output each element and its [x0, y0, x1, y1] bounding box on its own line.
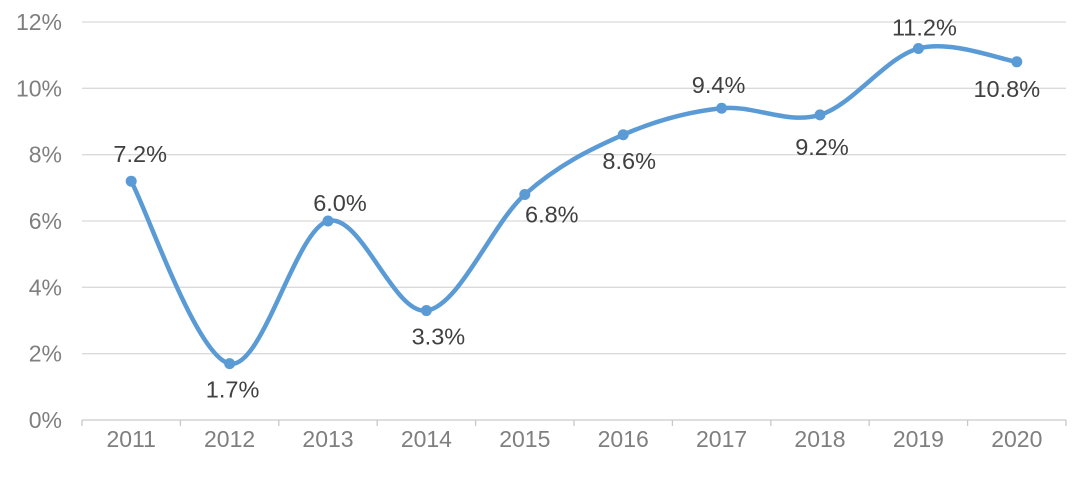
data-point-label: 6.8%	[525, 201, 579, 227]
data-point-label: 8.6%	[602, 148, 656, 174]
x-axis-tick-label: 2015	[499, 426, 550, 452]
x-axis-tick-label: 2019	[893, 426, 944, 452]
data-point-marker	[617, 129, 629, 141]
data-point-label: 3.3%	[412, 324, 466, 350]
x-axis-tick-label: 2016	[598, 426, 649, 452]
data-point-label: 10.8%	[973, 76, 1040, 102]
data-point-marker	[224, 358, 236, 370]
data-point-marker	[420, 305, 432, 317]
data-point-marker	[322, 215, 334, 227]
data-point-marker	[125, 175, 137, 187]
x-axis-tick-label: 2017	[696, 426, 747, 452]
y-axis-tick-label: 10%	[16, 75, 62, 101]
y-axis-tick-label: 2%	[29, 341, 62, 367]
data-point-label: 6.0%	[313, 190, 367, 216]
x-axis-tick-label: 2012	[204, 426, 255, 452]
data-point-label: 9.4%	[692, 72, 746, 98]
y-axis-tick-label: 8%	[29, 142, 62, 168]
data-point-marker	[1011, 56, 1023, 68]
y-axis-tick-label: 0%	[29, 407, 62, 433]
data-point-marker	[912, 43, 924, 55]
data-point-label: 9.2%	[795, 134, 849, 160]
x-axis-tick-label: 2014	[401, 426, 452, 452]
data-point-label: 1.7%	[206, 377, 260, 403]
x-axis-tick-label: 2011	[106, 426, 155, 452]
x-axis-tick-label: 2013	[302, 426, 353, 452]
y-axis-tick-label: 12%	[16, 9, 62, 35]
y-axis-tick-label: 6%	[29, 208, 62, 234]
y-axis-tick-label: 4%	[29, 274, 62, 300]
x-axis-tick-label: 2018	[794, 426, 845, 452]
data-point-marker	[716, 102, 728, 114]
x-axis-tick-label: 2020	[991, 426, 1042, 452]
data-point-marker	[519, 188, 531, 200]
data-point-label: 11.2%	[892, 15, 957, 41]
data-point-marker	[814, 109, 826, 121]
data-point-label: 7.2%	[113, 141, 167, 167]
